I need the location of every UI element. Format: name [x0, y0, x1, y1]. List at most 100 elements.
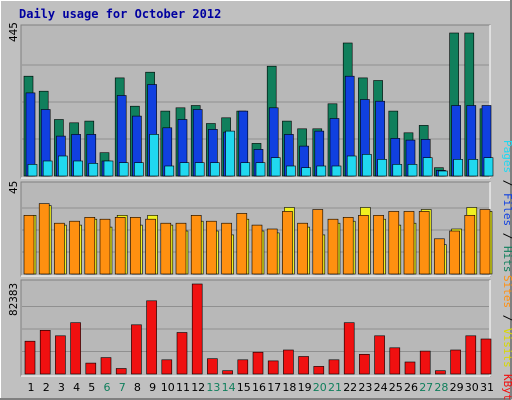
bar-pages-day-17: [270, 157, 281, 177]
day-label: 25: [389, 381, 403, 394]
bar-kbytes-day-8: [131, 324, 142, 375]
bar-kbytes-day-4: [70, 322, 81, 375]
day-label: 3: [58, 381, 65, 394]
day-label: 20: [313, 381, 327, 394]
bar-pages-day-15: [240, 162, 251, 177]
bar-sites-day-26: [403, 211, 415, 275]
bar-sites-day-21: [327, 218, 339, 275]
bar-kbytes-day-25: [389, 347, 401, 375]
bar-kbytes-day-14: [222, 370, 233, 375]
bar-pages-day-11: [179, 162, 190, 177]
kbytes-ymax-label: 82383: [7, 283, 20, 316]
hits-ymax-label: 445: [7, 22, 20, 42]
day-label: 21: [328, 381, 342, 394]
bar-kbytes-day-27: [419, 350, 431, 375]
legend-kbytes: KBytes: [501, 374, 512, 400]
day-label: 12: [191, 381, 205, 394]
bar-pages-day-8: [134, 162, 144, 177]
bar-sites-day-1: [23, 215, 35, 275]
bar-kbytes-day-26: [404, 361, 416, 375]
bar-sites-day-7: [114, 217, 126, 275]
bar-kbytes-day-19: [298, 356, 309, 375]
day-label: 15: [237, 381, 251, 394]
day-label: 2: [43, 381, 50, 394]
day-label: 18: [282, 381, 296, 394]
bar-pages-day-21: [331, 165, 342, 177]
bar-sites-day-25: [388, 211, 400, 275]
bar-sites-day-4: [69, 220, 80, 275]
bar-pages-day-20: [316, 165, 327, 177]
legend-visits: Visits: [501, 328, 512, 368]
bar-pages-day-2: [42, 160, 53, 177]
bar-pages-day-9: [149, 134, 159, 177]
bar-sites-day-22: [342, 217, 354, 275]
bar-pages-day-24: [377, 159, 387, 177]
bar-kbytes-day-21: [328, 359, 340, 375]
bar-kbytes-day-16: [252, 351, 264, 375]
bar-pages-day-29: [453, 159, 463, 177]
bar-pages-day-7: [118, 162, 129, 177]
bar-pages-day-28: [438, 170, 448, 177]
bar-sites-day-18: [282, 211, 293, 275]
bar-sites-day-3: [54, 222, 65, 275]
day-label: 11: [176, 381, 190, 394]
bar-kbytes-day-18: [283, 349, 294, 375]
bar-sites-day-28: [434, 238, 445, 275]
day-label: 10: [161, 381, 175, 394]
bar-sites-day-27: [418, 211, 430, 275]
day-label: 9: [149, 381, 156, 394]
bar-sites-day-13: [206, 220, 217, 275]
bar-kbytes-day-7: [115, 368, 127, 375]
visits-ymax-label: 45: [7, 181, 20, 194]
bar-kbytes-day-1: [24, 340, 36, 375]
bar-kbytes-day-30: [465, 335, 477, 375]
bar-sites-day-6: [99, 218, 111, 275]
bar-sites-day-23: [358, 215, 369, 275]
day-label: 19: [298, 381, 312, 394]
bar-pages-day-31: [483, 157, 494, 177]
day-label: 8: [134, 381, 141, 394]
day-label: 24: [374, 381, 388, 394]
bar-sites-day-30: [464, 215, 476, 275]
bar-pages-day-12: [194, 162, 205, 177]
bar-pages-day-10: [164, 165, 175, 177]
bar-sites-day-15: [236, 213, 248, 275]
day-label: 13: [206, 381, 220, 394]
legend-sites-visits: Sites / Visits: [501, 275, 512, 368]
bar-kbytes-day-17: [267, 360, 279, 375]
bar-kbytes-day-13: [207, 358, 218, 375]
bar-sites-day-10: [160, 222, 172, 275]
legend-hits-files-pages: Pages / Files / Hits: [501, 140, 512, 273]
day-label: 16: [252, 381, 266, 394]
bar-kbytes-day-9: [146, 300, 157, 375]
bar-pages-day-30: [468, 159, 479, 177]
bar-pages-day-1: [27, 164, 38, 177]
legend-hits: Hits: [501, 246, 512, 273]
legend-pages: Pages: [501, 140, 512, 173]
bar-pages-day-16: [255, 162, 266, 177]
bar-kbytes-day-10: [161, 359, 173, 375]
bar-pages-day-13: [210, 162, 220, 177]
day-label: 31: [480, 381, 494, 394]
bar-files-day-1: [25, 92, 36, 177]
bar-kbytes-day-5: [85, 362, 97, 375]
bar-kbytes-day-20: [313, 366, 325, 375]
bar-sites-day-14: [221, 222, 232, 275]
bar-sites-day-12: [190, 215, 202, 275]
bar-pages-day-14: [225, 130, 235, 177]
bar-pages-day-5: [88, 163, 99, 177]
bar-pages-day-19: [301, 167, 311, 177]
bar-sites-day-2: [38, 203, 50, 275]
bar-pages-day-22: [346, 155, 357, 177]
day-label: 22: [343, 381, 357, 394]
x-axis-days: 1 2 3 4 5 6 7 8 9 10 11 12 13 14 15 16 17 18 19 20 21 22 23 24 2…: [28, 381, 495, 394]
bar-sites-day-19: [297, 222, 308, 275]
bar-sites-day-17: [266, 228, 278, 275]
bar-sites-day-29: [449, 230, 460, 275]
bar-pages-day-4: [73, 160, 83, 177]
day-label: 7: [119, 381, 126, 394]
bar-kbytes-day-2: [39, 329, 51, 375]
legend-files: Files: [501, 193, 512, 226]
day-label: 27: [419, 381, 433, 394]
bar-sites-day-8: [130, 217, 141, 275]
